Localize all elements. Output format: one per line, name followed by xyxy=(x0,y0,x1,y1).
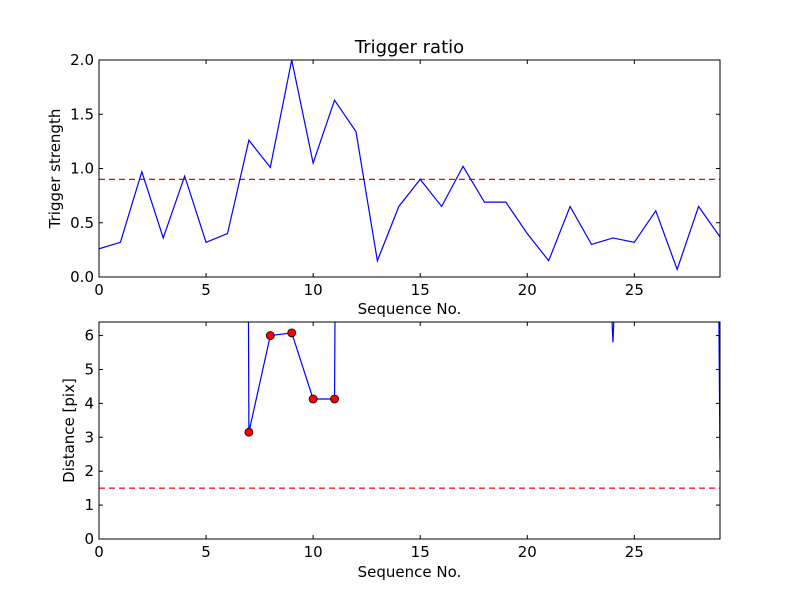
distance-plot: Sequence No. Distance [pix] 0 5 10 15 20 2501… xyxy=(60,321,721,581)
x-tick-label: 25 xyxy=(625,281,644,299)
x-tick-label: 10 xyxy=(304,543,323,561)
series-line-0 xyxy=(99,60,720,272)
data-point xyxy=(308,394,318,404)
x-axis-label: Sequence No. xyxy=(358,300,462,318)
x-tick-label: 20 xyxy=(518,281,537,299)
x-tick-label: 20 xyxy=(518,543,537,561)
axes-frame xyxy=(98,321,721,540)
data-point xyxy=(244,427,254,437)
x-axis-label: Sequence No. xyxy=(358,563,462,581)
y-tick-label: 6 xyxy=(84,327,94,345)
data-layer xyxy=(99,60,720,272)
trigger-ratio-plot: Trigger ratio Sequence No. Trigger stren… xyxy=(46,37,721,318)
x-tick-label: 5 xyxy=(201,281,211,299)
x-tick-label: 0 xyxy=(94,543,104,561)
y-tick-label: 1 xyxy=(84,496,94,514)
y-tick-label: 0 xyxy=(84,530,94,548)
x-tick-label: 10 xyxy=(304,281,323,299)
data-point xyxy=(265,331,275,340)
y-tick-label: 0.5 xyxy=(70,214,94,232)
chart-title: Trigger ratio xyxy=(354,37,464,58)
y-axis-label: Distance [pix] xyxy=(60,378,78,483)
y-tick-label: 4 xyxy=(84,394,94,412)
y-tick-label: 0.0 xyxy=(70,268,94,286)
x-tick-label: 0 xyxy=(94,281,104,299)
y-axis-label: Trigger strength xyxy=(46,109,64,230)
data-layer xyxy=(99,322,720,489)
y-tick-label: 3 xyxy=(84,428,94,446)
x-tick-label: 15 xyxy=(411,543,430,561)
series-line-0 xyxy=(247,322,336,433)
y-tick-label: 2.0 xyxy=(70,51,94,69)
y-tick-label: 2 xyxy=(84,462,94,480)
x-tick-label: 25 xyxy=(625,543,644,561)
series-line-1 xyxy=(611,322,615,343)
axes-frame xyxy=(98,59,721,278)
x-tick-label: 5 xyxy=(201,543,211,561)
y-tick-label: 5 xyxy=(84,360,94,378)
y-tick-label: 1.0 xyxy=(70,160,94,178)
y-tick-label: 1.5 xyxy=(70,105,94,123)
x-tick-label: 15 xyxy=(411,281,430,299)
data-point xyxy=(287,328,297,338)
data-point xyxy=(330,394,339,404)
